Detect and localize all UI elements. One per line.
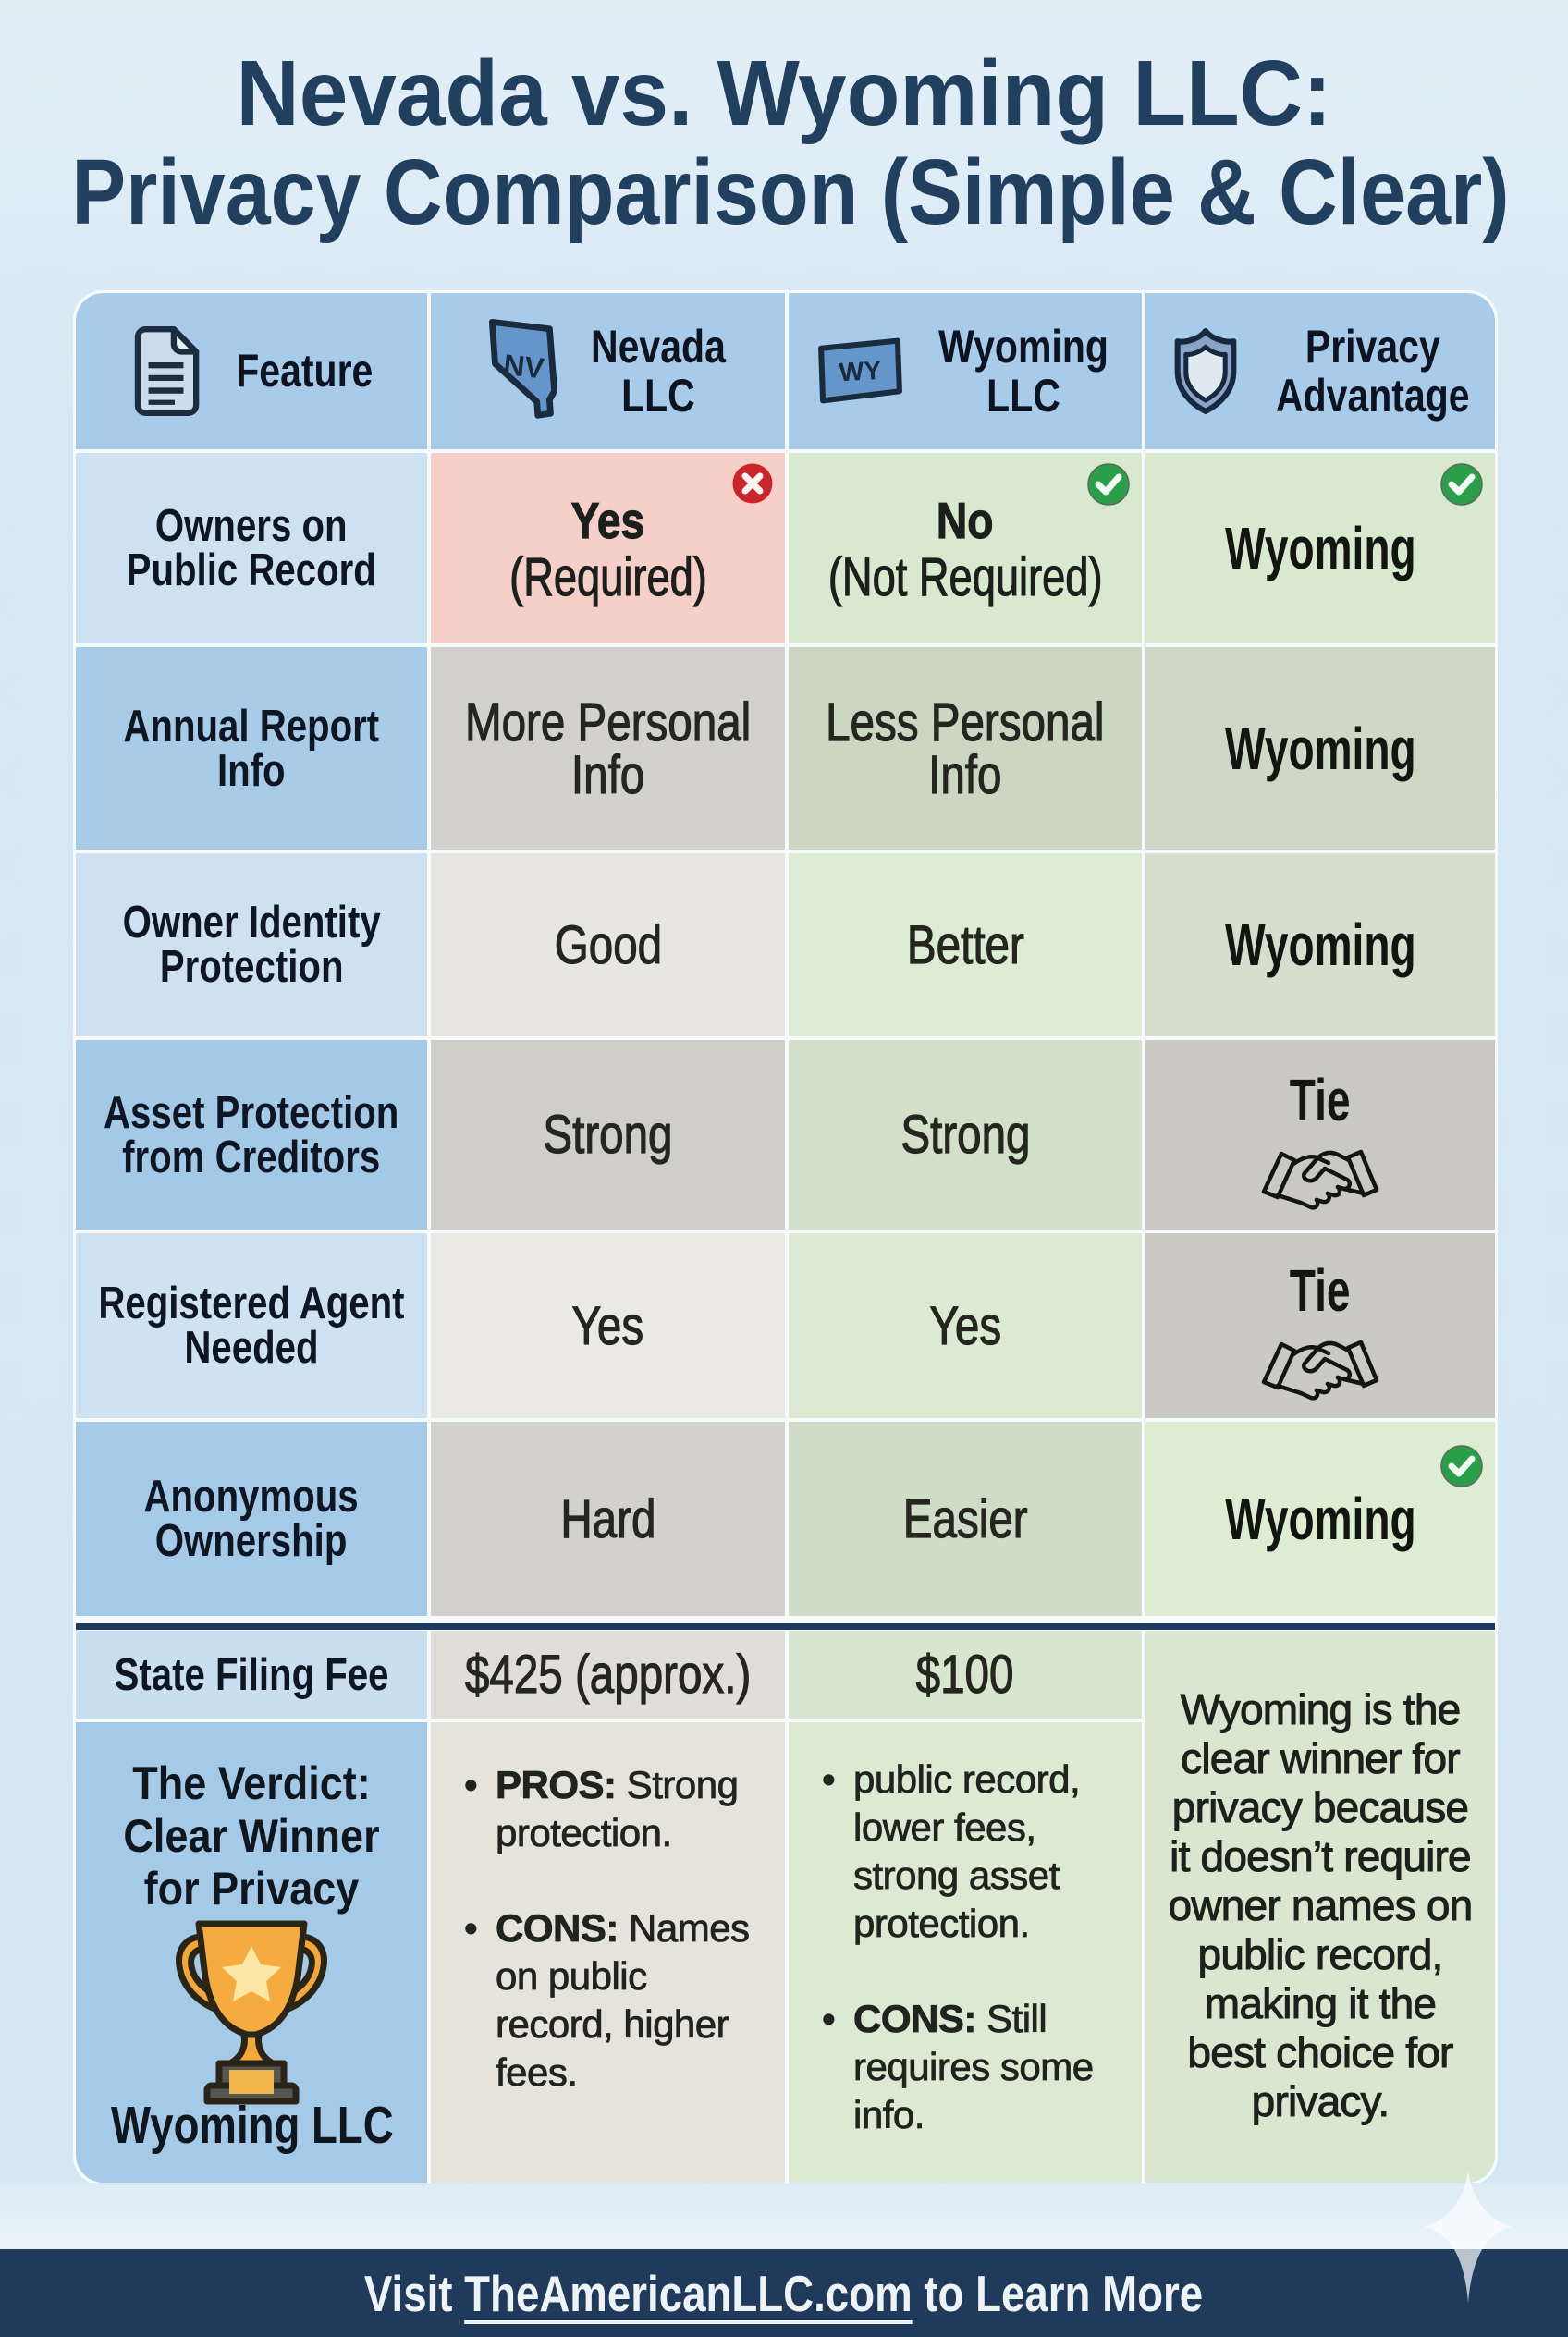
svg-text:NV: NV (501, 348, 545, 385)
svg-text:WY: WY (839, 354, 882, 385)
